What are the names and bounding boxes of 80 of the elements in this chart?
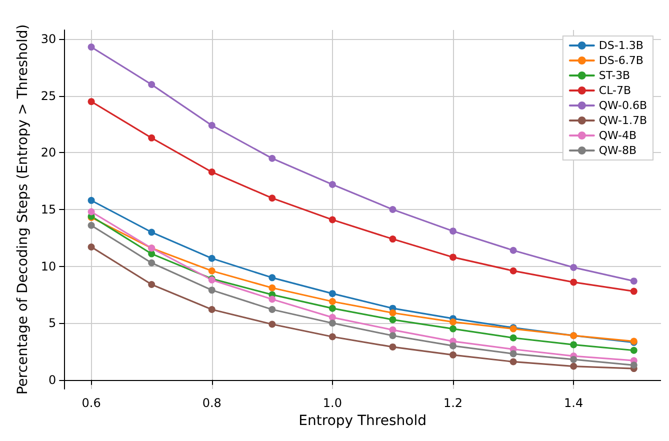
legend-label: QW-1.7B: [598, 114, 648, 127]
point: [630, 346, 638, 354]
point: [450, 342, 457, 350]
point: [510, 358, 517, 366]
x-tick-label: 1.0: [322, 396, 342, 410]
y-axis-title: Percentage of Decoding Steps (Entropy > Threshold): [15, 24, 31, 395]
point: [328, 298, 336, 306]
point: [389, 332, 396, 340]
point: [630, 288, 638, 295]
point: [450, 228, 457, 235]
point: [268, 296, 276, 303]
legend-label: QW-8B: [598, 144, 637, 157]
legend-label: DS-6.7B: [598, 54, 644, 67]
point: [389, 206, 396, 213]
point: [510, 334, 517, 342]
point: [208, 168, 216, 176]
point: [208, 267, 216, 274]
x-tick-label: 1.2: [443, 396, 463, 410]
point: [208, 122, 216, 129]
point: [389, 316, 396, 324]
point: [630, 362, 638, 369]
point: [328, 304, 336, 312]
point: [148, 259, 156, 266]
point: [88, 196, 95, 204]
point: [510, 246, 517, 254]
point: [268, 320, 276, 328]
point: [148, 250, 156, 258]
point: [328, 320, 336, 327]
point: [450, 254, 457, 261]
point: [148, 228, 156, 236]
point: [630, 278, 638, 285]
point: [268, 194, 276, 202]
point: [88, 208, 95, 216]
point: [510, 350, 517, 358]
point: [88, 44, 95, 51]
y-tick-label: 15: [40, 202, 56, 216]
point: [148, 81, 156, 88]
legend-label: QW-0.6B: [598, 99, 648, 112]
point: [328, 290, 336, 298]
point: [88, 222, 95, 229]
point: [570, 341, 578, 348]
point: [268, 284, 276, 292]
point: [389, 343, 396, 350]
point: [450, 318, 457, 326]
point: [510, 267, 517, 274]
point: [389, 309, 396, 316]
point: [268, 274, 276, 282]
point: [328, 216, 336, 224]
point: [450, 351, 457, 358]
y-tick-label: 30: [40, 32, 56, 46]
y-tick-label: 25: [40, 88, 56, 103]
y-tick-label: 20: [40, 146, 56, 160]
legend-label: QW-4B: [598, 129, 637, 142]
legend-label: CL-7B: [598, 84, 632, 97]
point: [570, 362, 578, 370]
point: [268, 306, 276, 313]
y-tick-label: 5: [48, 316, 56, 330]
point: [208, 254, 216, 262]
y-tick-label: 0: [48, 372, 56, 387]
x-tick-label: 0.6: [82, 396, 101, 410]
legend-label: ST-3B: [598, 69, 630, 82]
y-tick-label: 10: [40, 259, 56, 274]
point: [208, 306, 216, 313]
point: [570, 264, 578, 271]
point: [148, 280, 156, 288]
point: [88, 243, 95, 250]
point: [88, 98, 95, 106]
point: [268, 154, 276, 162]
point: [570, 278, 578, 286]
point: [328, 181, 336, 188]
point: [328, 333, 336, 340]
x-axis-title: Entropy Threshold: [298, 412, 427, 429]
x-tick-label: 1.4: [564, 396, 584, 410]
point: [208, 286, 216, 294]
point: [389, 236, 396, 243]
x-tick-label: 0.8: [202, 396, 222, 410]
point: [450, 325, 457, 332]
legend-label: DS-1.3B: [598, 39, 644, 52]
point: [148, 134, 156, 142]
point: [570, 356, 578, 363]
